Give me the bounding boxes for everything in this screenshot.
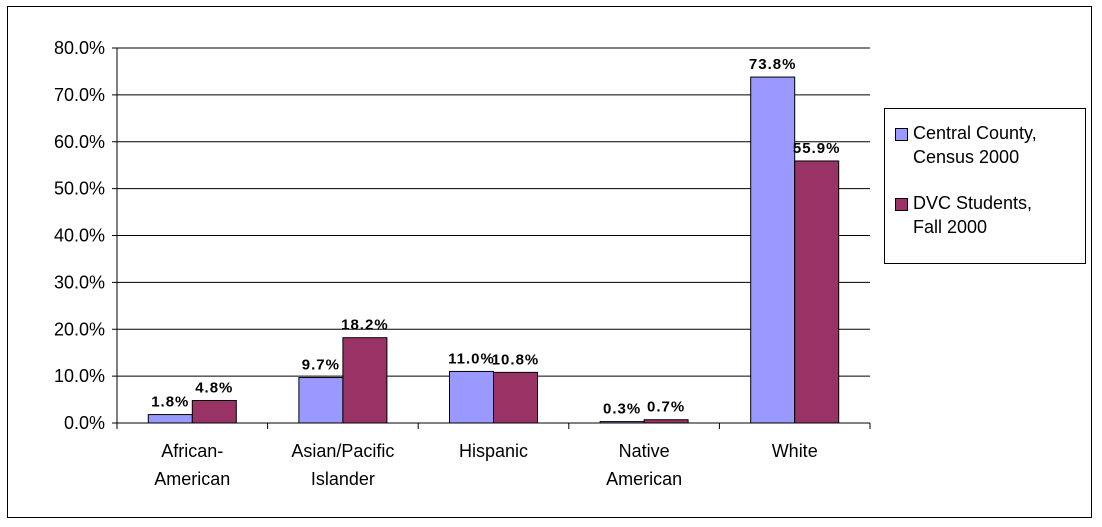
data-label: 55.9% — [793, 140, 841, 157]
data-label: 4.8% — [195, 380, 233, 397]
legend-swatch-central-county — [895, 128, 908, 141]
bar — [298, 377, 344, 424]
y-tick-label: 30.0% — [54, 272, 105, 292]
bar — [449, 370, 494, 424]
data-label: 0.3% — [603, 401, 641, 418]
data-label: 73.8% — [749, 56, 797, 73]
x-tick-label: Native — [619, 441, 670, 461]
legend-label-line: DVC Students, — [913, 193, 1033, 213]
legend-label-central-county: Central County, Census 2000 — [913, 121, 1088, 169]
legend: Central County, Census 2000 DVC Students… — [884, 108, 1086, 264]
bar — [493, 371, 538, 424]
x-tick-label: Hispanic — [459, 441, 528, 461]
y-tick-label: 20.0% — [54, 319, 105, 339]
y-tick-label: 50.0% — [54, 179, 105, 199]
x-tick-label: American — [606, 469, 682, 489]
data-label: 1.8% — [151, 394, 189, 411]
data-label: 0.7% — [647, 399, 685, 416]
legend-label-line: Central County, — [913, 123, 1037, 143]
data-label: 18.2% — [341, 317, 389, 334]
x-tick-label: American — [154, 469, 230, 489]
bar — [599, 421, 645, 424]
x-tick-label: Islander — [311, 469, 375, 489]
y-tick-label: 10.0% — [54, 366, 105, 386]
bar — [643, 419, 689, 424]
x-tick-label: African- — [161, 441, 223, 461]
bar — [342, 337, 388, 424]
y-tick-label: 40.0% — [54, 226, 105, 246]
data-label: 10.8% — [492, 351, 540, 368]
data-label: 9.7% — [302, 357, 340, 374]
x-tick-label: Asian/Pacific — [291, 441, 394, 461]
y-tick-label: 80.0% — [54, 38, 105, 58]
x-tick-label: White — [772, 441, 818, 461]
bar — [794, 160, 840, 424]
legend-label-line: Census 2000 — [913, 147, 1020, 167]
data-label: 11.0% — [448, 350, 495, 367]
legend-label-line: Fall 2000 — [913, 217, 988, 237]
bar — [750, 76, 796, 424]
y-tick-label: 70.0% — [54, 85, 105, 105]
legend-label-dvc-students: DVC Students, Fall 2000 — [913, 191, 1088, 239]
y-tick-label: 0.0% — [64, 413, 105, 433]
bar — [147, 414, 193, 424]
bar — [191, 400, 237, 424]
y-tick-label: 60.0% — [54, 132, 105, 152]
legend-swatch-dvc-students — [895, 198, 908, 211]
